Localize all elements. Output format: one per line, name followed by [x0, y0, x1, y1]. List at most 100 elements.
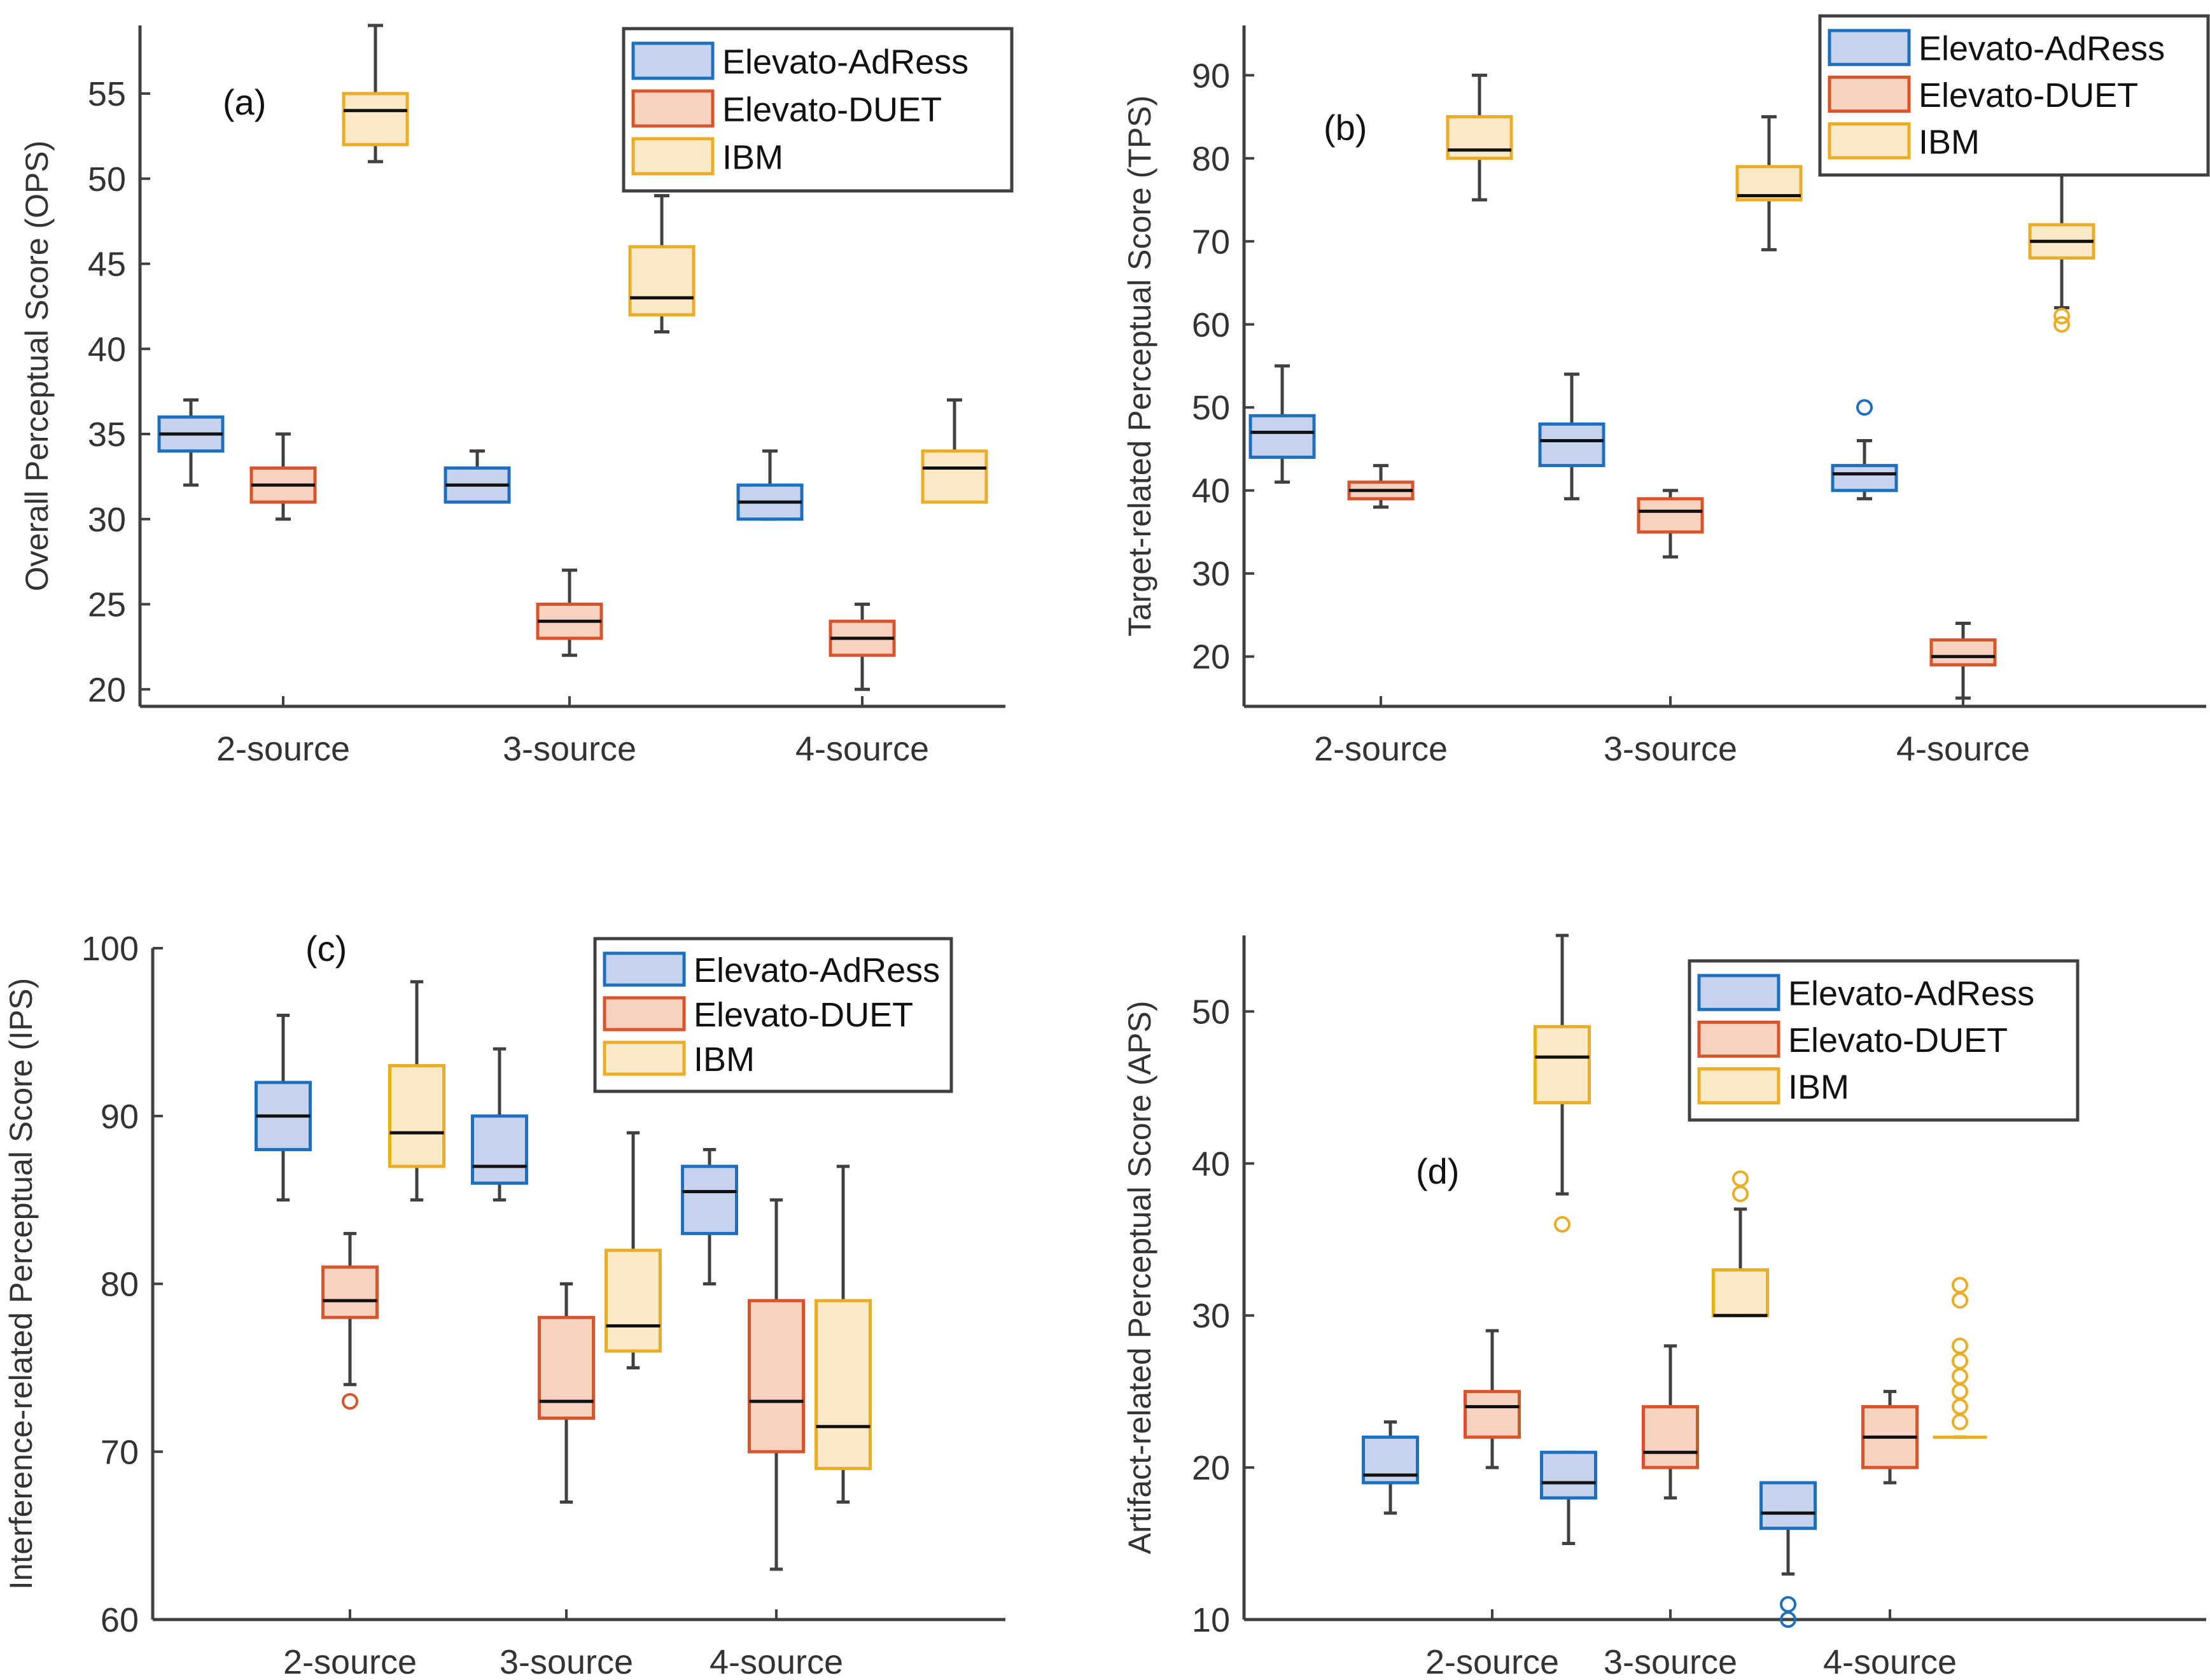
box-adress-4-source	[681, 1148, 738, 1285]
box-adress-4-source	[736, 449, 804, 521]
iqr-box	[1759, 1481, 1817, 1530]
legend-label-duet: Elevato-DUET	[722, 91, 942, 129]
iqr-box	[321, 1265, 379, 1319]
y-tick-label: 80	[1192, 140, 1230, 178]
panel-label: (b)	[1324, 108, 1367, 148]
legend-swatch-adress	[1828, 29, 1911, 66]
category-label: 3-source	[1604, 1643, 1737, 1680]
y-tick-label: 70	[1192, 223, 1230, 261]
y-tick-label: 90	[1192, 57, 1230, 95]
y-tick-label: 40	[88, 330, 126, 368]
y-axis-title: Interference-related Perceptual Score (I…	[3, 978, 39, 1590]
legend-swatch-ibm	[631, 137, 715, 176]
y-tick-label: 50	[88, 160, 126, 199]
legend-swatch-adress	[1697, 974, 1780, 1011]
box-ibm-2-source	[342, 24, 409, 164]
box-duet-3-source	[1642, 1344, 1699, 1500]
box-duet-4-source	[1929, 622, 1997, 700]
legend-label-duet: Elevato-DUET	[1919, 76, 2138, 115]
category-label: 3-source	[500, 1643, 633, 1680]
y-tick-label: 25	[88, 586, 126, 624]
box-ibm-3-source	[1712, 1170, 1769, 1317]
legend: Elevato-AdRess Elevato-DUET IBM	[1818, 14, 2210, 177]
iqr-box	[748, 1299, 805, 1453]
outlier-point	[1952, 1292, 1968, 1309]
y-tick-label: 100	[81, 930, 139, 968]
category-label: 4-source	[1896, 730, 2030, 768]
y-axis-title: Target-related Perceptual Score (TPS)	[1122, 95, 1157, 636]
box-adress-2-source	[255, 1014, 312, 1202]
outlier-point	[1780, 1596, 1796, 1613]
box-ibm-4-source	[1933, 1277, 1987, 1439]
box-adress-2-source	[1248, 364, 1316, 484]
y-tick-label: 60	[101, 1601, 139, 1639]
legend-label-adress: Elevato-AdRess	[694, 951, 940, 990]
box-duet-4-source	[829, 603, 896, 691]
box-adress-4-source	[1831, 399, 1898, 501]
iqr-box	[628, 245, 696, 317]
iqr-box	[538, 1315, 595, 1420]
iqr-box	[1538, 422, 1605, 468]
iqr-box	[1831, 464, 1898, 493]
box-duet-2-source	[321, 1231, 379, 1410]
category-label: 2-source	[1425, 1643, 1559, 1680]
panel-label: (a)	[223, 82, 266, 122]
panel-a: 20 25 30 35 40 45 50 55 2-source 3-source 4-source…	[19, 24, 1014, 768]
iqr-box	[1929, 638, 1997, 667]
legend-label-duet: Elevato-DUET	[694, 996, 913, 1034]
box-duet-3-source	[538, 1282, 595, 1504]
outlier-point	[1952, 1338, 1968, 1354]
y-tick-label: 90	[101, 1098, 139, 1136]
y-tick-label: 30	[1192, 555, 1230, 593]
outlier-point	[1952, 1277, 1968, 1294]
y-tick-label: 20	[88, 671, 126, 709]
y-tick-label: 55	[88, 75, 126, 113]
box-adress-3-source	[1540, 1450, 1597, 1546]
panel-d: 10 20 30 40 50 2-source 3-source 4-source Artifa…	[1122, 934, 2206, 1680]
y-tick-label: 35	[88, 416, 126, 454]
box-adress-3-source	[444, 449, 511, 504]
panel-c: 60 70 80 90 100 2-source 3-source 4-source Inter…	[3, 928, 1005, 1680]
box-duet-2-source	[1464, 1329, 1521, 1469]
legend: Elevato-AdRess Elevato-DUET IBM	[622, 27, 1014, 193]
iqr-box	[605, 1249, 662, 1353]
box-duet-3-source	[536, 568, 603, 657]
y-tick-label: 50	[1192, 993, 1230, 1031]
y-tick-label: 45	[88, 246, 126, 284]
outlier-point	[1952, 1398, 1968, 1415]
outlier-point	[1952, 1352, 1968, 1369]
y-tick-label: 60	[1192, 306, 1230, 344]
box-ibm-3-source	[628, 194, 696, 333]
panel-b: 20 30 40 50 60 70 80 90 2-source 3-source 4-source…	[1122, 14, 2210, 768]
iqr-box	[815, 1299, 872, 1471]
iqr-box	[1464, 1390, 1521, 1439]
iqr-box	[471, 1114, 528, 1185]
y-tick-label: 30	[88, 501, 126, 539]
box-adress-3-source	[471, 1047, 528, 1202]
legend-swatch-ibm	[603, 1040, 686, 1076]
outlier-point	[2053, 316, 2070, 333]
box-ibm-4-source	[921, 398, 988, 504]
iqr-box	[921, 449, 988, 504]
box-ibm-3-source	[1735, 115, 1803, 251]
category-label: 4-source	[1823, 1643, 1957, 1680]
legend-swatch-duet	[631, 89, 715, 128]
category-label: 2-source	[216, 730, 350, 768]
box-duet-3-source	[1637, 489, 1704, 559]
outlier-point	[1732, 1170, 1749, 1187]
box-adress-2-source	[157, 398, 225, 487]
outlier-point	[1554, 1215, 1570, 1233]
box-ibm-4-source	[815, 1165, 872, 1504]
category-label: 4-source	[795, 730, 929, 768]
category-label: 2-source	[1314, 730, 1448, 768]
legend-swatch-ibm	[1697, 1067, 1780, 1105]
legend: Elevato-AdRess Elevato-DUET IBM	[1688, 959, 2080, 1122]
iqr-box	[1540, 1450, 1597, 1500]
iqr-box	[342, 92, 409, 146]
box-adress-3-source	[1538, 372, 1605, 501]
legend-swatch-ibm	[1828, 122, 1911, 160]
outlier-point	[1952, 1383, 1968, 1400]
box-ibm-4-source	[2028, 173, 2095, 333]
y-tick-label: 50	[1192, 389, 1230, 427]
